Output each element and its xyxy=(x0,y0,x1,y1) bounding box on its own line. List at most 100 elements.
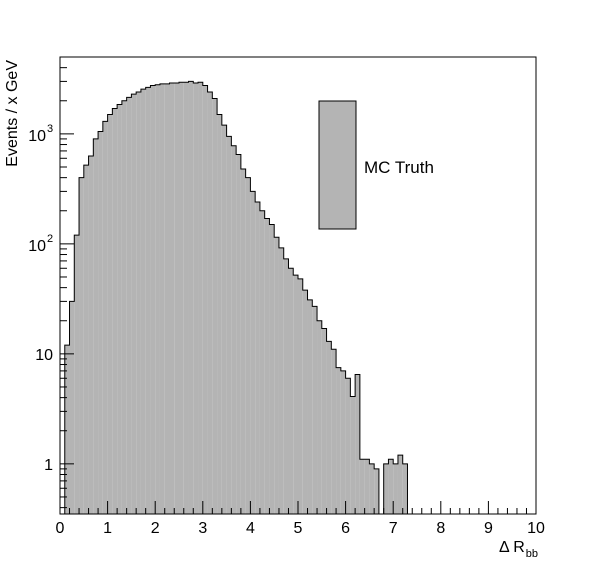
histogram-bin xyxy=(69,301,75,514)
histogram-bin xyxy=(331,349,337,514)
x-tick-label: 8 xyxy=(436,520,445,537)
x-tick-label: 9 xyxy=(484,520,493,537)
histogram-bin xyxy=(231,145,237,515)
histogram-bin xyxy=(202,85,208,515)
histogram-bin xyxy=(98,131,103,514)
histogram-outline xyxy=(60,80,536,515)
legend-swatch-mc-truth xyxy=(318,100,357,230)
histogram-bin xyxy=(255,202,260,514)
histogram-bin xyxy=(312,306,318,514)
histogram-bin xyxy=(402,463,408,514)
y-tick-label: 10 xyxy=(35,347,53,364)
histogram-bin xyxy=(145,87,151,514)
histogram-bin xyxy=(345,378,351,514)
legend-label-mc-truth: MC Truth xyxy=(364,158,434,177)
histogram-bin xyxy=(245,177,251,514)
x-axis-title-subscript: bb xyxy=(526,548,538,560)
histogram-bin xyxy=(131,94,137,515)
histogram-bin xyxy=(221,125,227,515)
histogram-bin xyxy=(359,459,365,514)
histogram-bin xyxy=(88,155,94,514)
histogram-bin xyxy=(121,100,127,514)
histogram-bin xyxy=(136,92,141,514)
histogram-bin xyxy=(150,85,156,515)
histogram-bin xyxy=(169,83,175,514)
histogram-layer xyxy=(60,80,536,515)
x-tick-label: 10 xyxy=(527,520,545,537)
histogram-bin xyxy=(274,237,279,515)
histogram-bin xyxy=(188,81,194,514)
histogram-bin xyxy=(155,84,160,515)
x-tick-label: 0 xyxy=(56,520,65,537)
x-tick-label: 6 xyxy=(341,520,350,537)
histogram-bin xyxy=(117,104,122,514)
histogram-bin xyxy=(259,210,265,515)
x-tick-label: 7 xyxy=(389,520,398,537)
histogram-bin xyxy=(355,374,360,514)
histogram-bin xyxy=(326,341,332,514)
histogram-bin xyxy=(126,97,132,515)
histogram-bin xyxy=(83,165,89,514)
y-tick-label: 10 xyxy=(28,128,46,145)
histogram-bin xyxy=(302,290,308,514)
histogram-bin xyxy=(288,268,294,514)
histogram-bin xyxy=(79,177,84,514)
histogram-bin xyxy=(336,367,341,514)
x-tick-label: 2 xyxy=(151,520,160,537)
legend: MC Truth xyxy=(318,100,434,230)
histogram-bin xyxy=(217,114,222,515)
x-axis-title-main: Δ R xyxy=(499,539,525,556)
histogram-bin xyxy=(159,83,165,514)
histogram-bin xyxy=(383,463,389,514)
x-tick-label: 3 xyxy=(198,520,207,537)
histogram-bin xyxy=(317,320,322,514)
histogram-bin xyxy=(179,82,184,515)
histogram-bin xyxy=(307,299,313,514)
histogram-bin xyxy=(298,278,303,514)
histogram-bin xyxy=(269,224,275,514)
histogram-bin xyxy=(393,463,398,514)
x-tick-label: 5 xyxy=(294,520,303,537)
y-axis-title: Events / x GeV xyxy=(4,60,21,167)
histogram-bin xyxy=(388,459,394,514)
histogram-bin xyxy=(364,459,370,514)
y-tick-label: 10 xyxy=(28,238,46,255)
x-tick-label: 1 xyxy=(103,520,112,537)
histogram-bin xyxy=(198,82,203,515)
histogram-bin xyxy=(369,463,375,514)
histogram-bin xyxy=(74,235,80,514)
histogram-bin xyxy=(240,168,246,514)
histogram-bin xyxy=(293,275,298,514)
histogram-bin xyxy=(93,138,99,514)
histogram-bin xyxy=(340,370,346,514)
y-tick-label: 1 xyxy=(44,457,53,474)
histogram-bin xyxy=(102,121,108,514)
histogram-bin xyxy=(212,98,218,514)
histogram-bin xyxy=(164,83,170,514)
histogram-bin xyxy=(264,218,270,515)
y-tick-exponent: 2 xyxy=(47,233,53,245)
histogram-bin xyxy=(207,92,213,514)
histogram-bin xyxy=(350,396,356,514)
histogram-bin xyxy=(236,154,241,514)
histogram-bin xyxy=(283,258,289,514)
histogram-bin xyxy=(193,83,199,514)
histogram-bin xyxy=(397,455,403,514)
histogram-bin xyxy=(250,191,256,514)
x-axis-title: Δ Rbb xyxy=(499,539,538,560)
histogram-bin xyxy=(174,83,179,514)
histogram-bin xyxy=(374,468,379,514)
histogram-bin xyxy=(64,345,70,514)
histogram-bin xyxy=(278,247,284,514)
histogram-bin xyxy=(226,136,232,514)
histogram-bin xyxy=(107,114,113,515)
histogram-bin xyxy=(140,89,146,514)
y-tick-exponent: 3 xyxy=(47,123,53,135)
x-tick-label: 4 xyxy=(246,520,255,537)
x-axis: 0 1 2 3 4 5 6 7 8 9 10 xyxy=(56,501,545,537)
histogram-bin xyxy=(321,328,327,514)
histogram-bin xyxy=(112,108,118,514)
histogram-bin xyxy=(183,82,189,515)
